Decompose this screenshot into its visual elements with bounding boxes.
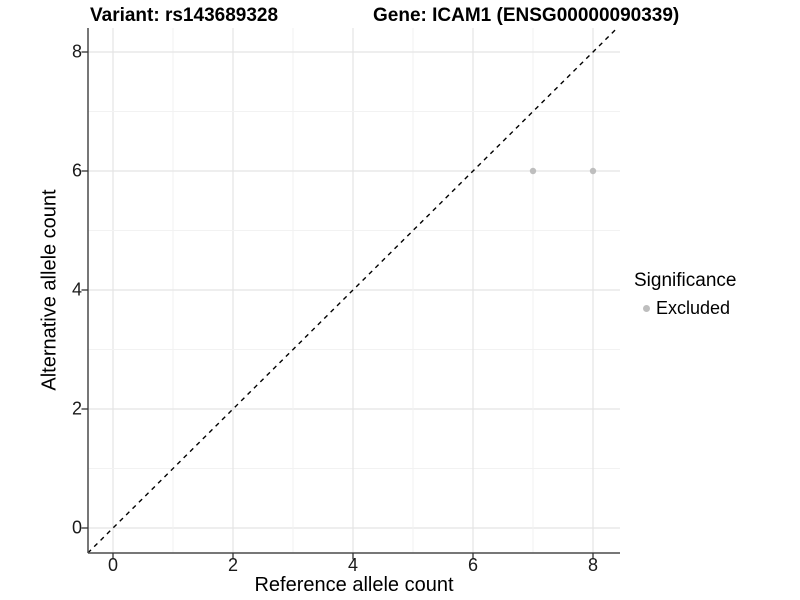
data-point-excluded-7-6 bbox=[529, 167, 537, 175]
x-tick-label-8: 8 bbox=[587, 555, 599, 575]
y-tick-label-6: 6 bbox=[71, 160, 82, 181]
y-tick-label-2: 2 bbox=[71, 398, 82, 419]
y-axis-title: Alternative allele count bbox=[38, 189, 61, 391]
legend: Significance Excluded bbox=[634, 270, 736, 319]
plot-title-variant: Variant: rs143689328 bbox=[90, 5, 279, 26]
x-axis-title: Reference allele count bbox=[254, 574, 454, 596]
identity-dashed-line bbox=[87, 27, 618, 554]
legend-items: Excluded bbox=[634, 298, 736, 319]
y-tick-label-4: 4 bbox=[71, 279, 82, 300]
plot-title-gene: Gene: ICAM1 (ENSG00000090339) bbox=[373, 5, 680, 26]
x-tick-label-0: 0 bbox=[107, 555, 119, 575]
legend-key-dot-icon bbox=[643, 305, 650, 312]
y-tick-label-8: 8 bbox=[71, 41, 82, 62]
x-tick-label-6: 6 bbox=[467, 555, 479, 575]
x-tick-label-2: 2 bbox=[227, 555, 239, 575]
legend-title: Significance bbox=[634, 270, 737, 291]
y-tick-label-0: 0 bbox=[71, 517, 82, 538]
legend-item-label: Excluded bbox=[656, 298, 731, 318]
x-tick-label-4: 4 bbox=[347, 555, 359, 575]
legend-item-excluded: Excluded bbox=[634, 298, 736, 319]
data-point-excluded-8-6 bbox=[589, 167, 597, 175]
